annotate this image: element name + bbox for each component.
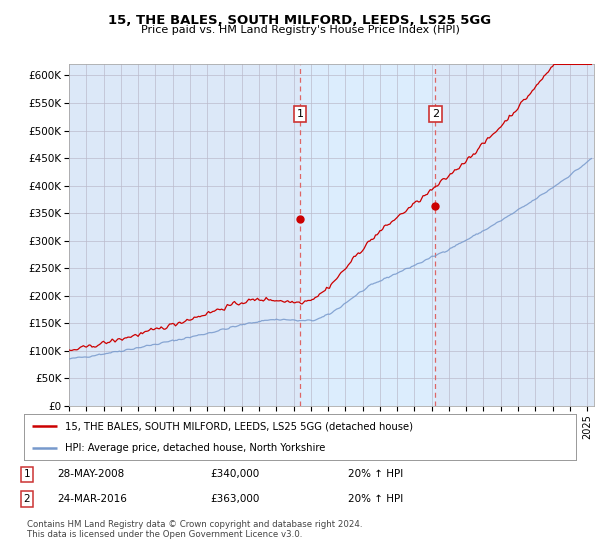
Bar xyxy=(300,64,436,406)
Text: 1: 1 xyxy=(23,469,31,479)
Text: 2: 2 xyxy=(432,109,439,119)
Text: 20% ↑ HPI: 20% ↑ HPI xyxy=(348,494,403,504)
Text: 1: 1 xyxy=(296,109,304,119)
Text: Contains HM Land Registry data © Crown copyright and database right 2024.
This d: Contains HM Land Registry data © Crown c… xyxy=(27,520,362,539)
Text: Price paid vs. HM Land Registry's House Price Index (HPI): Price paid vs. HM Land Registry's House … xyxy=(140,25,460,35)
Text: 2: 2 xyxy=(23,494,31,504)
Text: 28-MAY-2008: 28-MAY-2008 xyxy=(57,469,124,479)
Text: 15, THE BALES, SOUTH MILFORD, LEEDS, LS25 5GG: 15, THE BALES, SOUTH MILFORD, LEEDS, LS2… xyxy=(109,14,491,27)
Text: 20% ↑ HPI: 20% ↑ HPI xyxy=(348,469,403,479)
Text: £363,000: £363,000 xyxy=(210,494,259,504)
Text: £340,000: £340,000 xyxy=(210,469,259,479)
Text: 15, THE BALES, SOUTH MILFORD, LEEDS, LS25 5GG (detached house): 15, THE BALES, SOUTH MILFORD, LEEDS, LS2… xyxy=(65,421,413,431)
Text: 24-MAR-2016: 24-MAR-2016 xyxy=(57,494,127,504)
Text: HPI: Average price, detached house, North Yorkshire: HPI: Average price, detached house, Nort… xyxy=(65,443,326,453)
